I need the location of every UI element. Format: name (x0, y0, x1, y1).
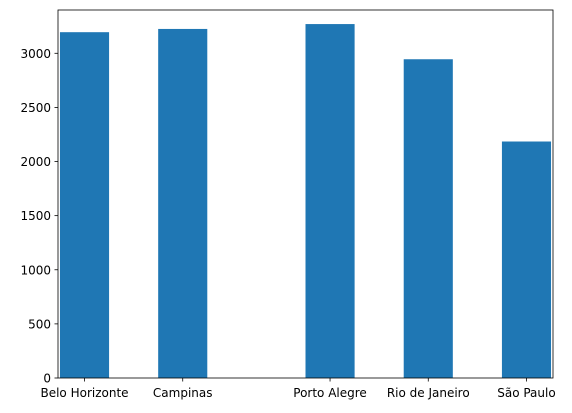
bar-sao-paulo (501, 141, 552, 378)
y-tick-label: 1000 (20, 263, 51, 277)
y-axis: 0 500 1000 1500 2000 2500 3000 (20, 47, 58, 386)
y-tick-label: 3000 (20, 47, 51, 61)
y-tick-label: 0 (43, 372, 51, 386)
y-tick-label: 2000 (20, 155, 51, 169)
bar-porto-alegre (305, 24, 355, 379)
x-tick-label-campinas: Campinas (153, 386, 213, 400)
y-tick-label: 1500 (20, 209, 51, 223)
x-tick-label-belo-horizonte: Belo Horizonte (40, 386, 128, 400)
x-tick-label-porto-alegre: Porto Alegre (293, 386, 367, 400)
bar-campinas (158, 28, 208, 379)
plot-frame (57, 9, 554, 379)
bars-group (59, 24, 552, 379)
bar-rio-de-janeiro (403, 59, 453, 378)
y-tick-label: 2500 (20, 101, 51, 115)
x-axis: Belo Horizonte Campinas Porto Alegre Rio de… (40, 378, 556, 400)
y-tick-label: 500 (28, 317, 51, 331)
x-tick-label-sao-paulo: São Paulo (497, 386, 555, 400)
x-tick-label-rio-de-janeiro: Rio de Janeiro (387, 386, 470, 400)
bar-belo-horizonte (59, 32, 110, 379)
